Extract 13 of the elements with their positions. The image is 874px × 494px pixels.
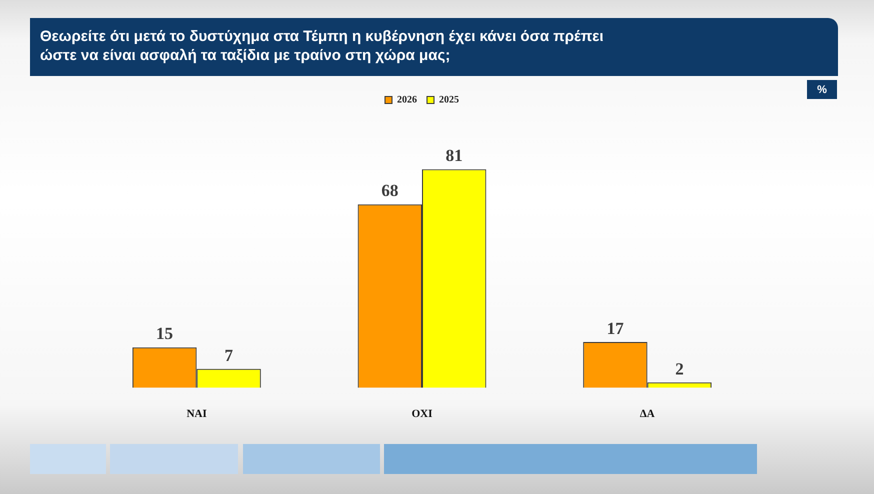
data-label: 15: [156, 324, 174, 344]
data-label: 7: [224, 346, 234, 365]
data-label: 81: [446, 146, 463, 166]
chart-title: Θεωρείτε ότι μετά το δυστύχημα στα Τέμπη η κυβέρνηση έχει κάνει όσα πρέπει ώστε να είναι ασφαλή τα ταξίδια με τραίνο στη χώρα μας;: [40, 27, 605, 65]
x-tick-label: ΔΑ: [640, 408, 655, 420]
text: %: [807, 80, 837, 99]
x-tick-label: ΝΑΙ: [186, 408, 207, 420]
data-label: 17: [606, 318, 624, 338]
data-label: 68: [381, 181, 398, 200]
legend-label: 2025: [439, 94, 459, 106]
legend-label: 2026: [397, 94, 417, 106]
x-tick-label: ΟΧΙ: [412, 408, 432, 420]
data-label: 2: [675, 359, 684, 378]
